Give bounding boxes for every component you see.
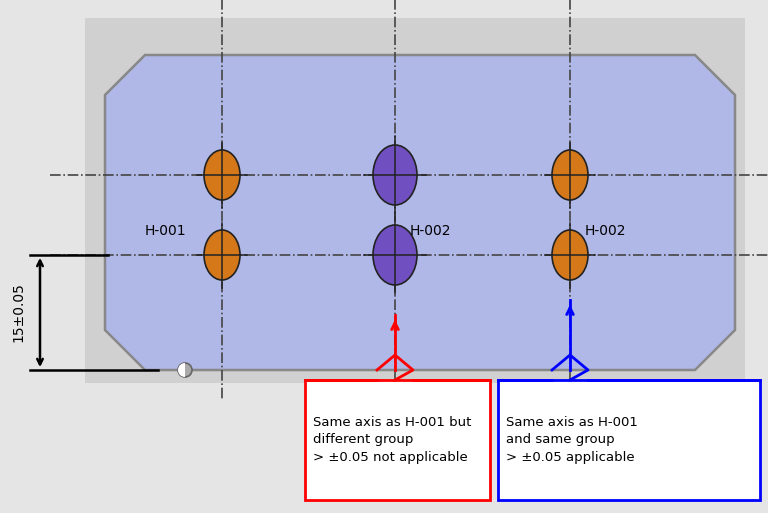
Text: Same axis as H-001
and same group
> ±0.05 applicable: Same axis as H-001 and same group > ±0.0… — [506, 416, 638, 464]
Ellipse shape — [204, 150, 240, 200]
Polygon shape — [105, 55, 735, 370]
Ellipse shape — [552, 230, 588, 280]
Circle shape — [178, 363, 192, 377]
Ellipse shape — [204, 230, 240, 280]
Text: H-002: H-002 — [410, 224, 452, 238]
FancyBboxPatch shape — [85, 18, 745, 383]
Ellipse shape — [373, 145, 417, 205]
Wedge shape — [178, 363, 185, 377]
Ellipse shape — [552, 150, 588, 200]
Text: 15±0.05: 15±0.05 — [11, 282, 25, 342]
Text: H-001: H-001 — [145, 224, 187, 238]
Text: Same axis as H-001 but
different group
> ±0.05 not applicable: Same axis as H-001 but different group >… — [313, 416, 472, 464]
Text: H-002: H-002 — [585, 224, 627, 238]
Ellipse shape — [373, 225, 417, 285]
FancyBboxPatch shape — [498, 380, 760, 500]
FancyBboxPatch shape — [305, 380, 490, 500]
